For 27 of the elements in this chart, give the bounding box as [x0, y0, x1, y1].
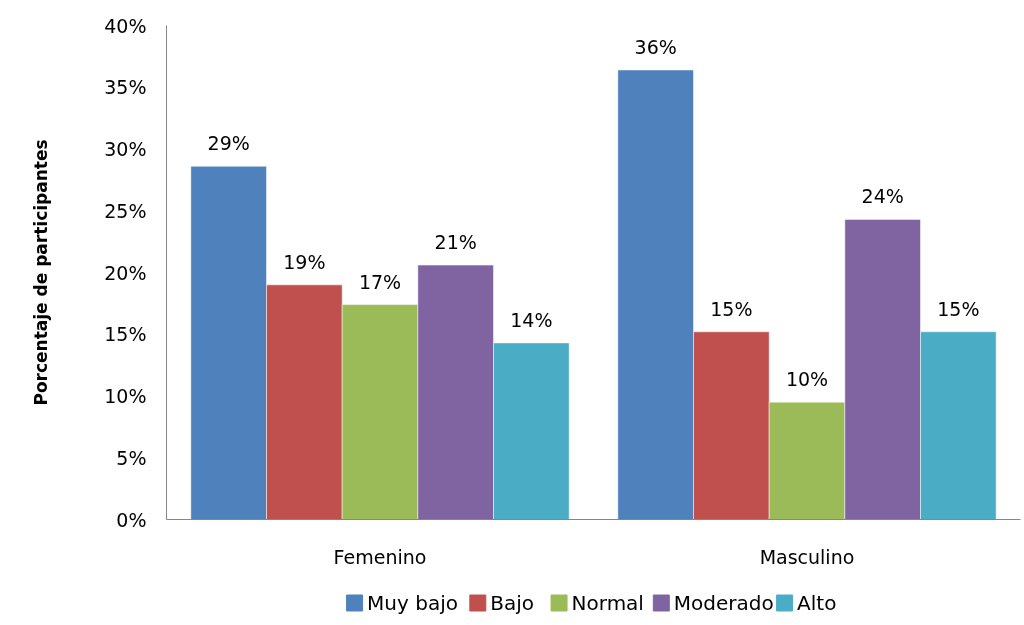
data-label: 36%	[634, 35, 677, 58]
data-label: 29%	[207, 132, 250, 155]
data-label: 17%	[358, 270, 402, 293]
data-label: 15%	[937, 297, 980, 320]
legend-label: Moderado	[673, 591, 774, 615]
legend-label: Alto	[797, 591, 837, 615]
y-axis-title: Porcentaje de participantes	[31, 139, 52, 406]
y-tick-label: 5%	[116, 446, 147, 469]
legend-label: Muy bajo	[367, 591, 458, 615]
y-tick-label: 0%	[116, 508, 147, 531]
data-label: 15%	[710, 297, 753, 320]
data-label: 24%	[861, 185, 904, 208]
y-tick-label: 15%	[104, 323, 147, 346]
data-label: 10%	[785, 368, 829, 391]
legend-label: Normal	[571, 591, 644, 615]
y-tick-label: 40%	[104, 14, 147, 37]
x-tick-label: Femenino	[333, 545, 427, 568]
data-label: 19%	[283, 250, 326, 273]
data-label: 14%	[510, 308, 553, 331]
legend-label: Bajo	[490, 591, 535, 615]
y-tick-label: 20%	[104, 261, 147, 284]
data-label: 21%	[434, 231, 477, 254]
x-tick-label: Masculino	[759, 545, 855, 568]
y-tick-label: 30%	[104, 138, 147, 160]
y-tick-label: 35%	[104, 76, 147, 99]
y-tick-label: 10%	[104, 385, 147, 407]
y-tick-label: 25%	[104, 199, 147, 222]
